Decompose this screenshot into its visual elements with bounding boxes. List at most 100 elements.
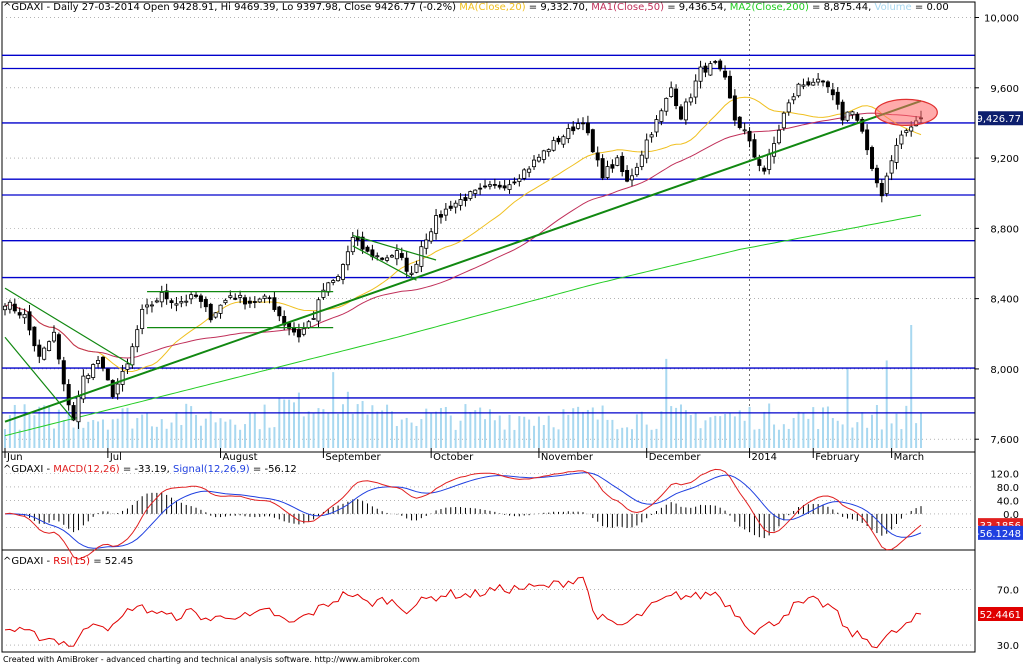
volume-bar bbox=[900, 429, 903, 448]
candle-body bbox=[639, 154, 644, 167]
candle-body bbox=[718, 60, 723, 70]
volume-bar bbox=[577, 406, 580, 448]
candle-body bbox=[634, 166, 639, 176]
volume-bar bbox=[327, 412, 330, 448]
candle-body bbox=[811, 81, 816, 86]
candle-body bbox=[723, 70, 728, 78]
trendlines bbox=[4, 98, 938, 423]
rsi-line bbox=[4, 576, 922, 649]
volume-bar bbox=[493, 420, 496, 448]
macd-line bbox=[4, 468, 922, 560]
volume-bar bbox=[312, 413, 315, 448]
candle-body bbox=[605, 166, 610, 178]
candle-body bbox=[541, 150, 546, 160]
candle-body bbox=[27, 311, 32, 331]
highlight-ellipse bbox=[874, 98, 938, 126]
volume-bar bbox=[694, 413, 697, 448]
volume-bar bbox=[101, 419, 104, 448]
candle-body bbox=[42, 347, 47, 360]
volume-bar bbox=[449, 415, 452, 448]
candle-body bbox=[12, 303, 17, 312]
volume-bar bbox=[23, 404, 26, 448]
volume-bar bbox=[861, 412, 864, 448]
volume-bar bbox=[317, 408, 320, 448]
volume-bar bbox=[141, 414, 144, 448]
candle-body bbox=[683, 101, 688, 121]
candle-body bbox=[326, 282, 331, 293]
candle-body bbox=[727, 75, 732, 99]
volume-bar bbox=[699, 428, 702, 448]
candle-body bbox=[483, 185, 488, 188]
candle-body bbox=[282, 316, 287, 326]
volume-bar bbox=[851, 427, 854, 448]
y-tick-label: 7,600 bbox=[990, 435, 1019, 446]
macd-legend-label: MACD(12,26) bbox=[53, 464, 120, 475]
volume-bar bbox=[474, 410, 477, 448]
candle-body bbox=[865, 129, 870, 151]
candle-body bbox=[292, 328, 297, 333]
volume-bar bbox=[415, 425, 418, 448]
volume-bar bbox=[405, 417, 408, 448]
candle-body bbox=[845, 111, 850, 121]
volume-bar bbox=[356, 404, 359, 448]
major-uptrend-line bbox=[4, 100, 922, 423]
candle-body bbox=[747, 130, 752, 142]
candle-body bbox=[385, 257, 390, 261]
y-tick-label: 10,000 bbox=[984, 14, 1019, 25]
volume-bar bbox=[621, 427, 624, 448]
volume-bar bbox=[322, 409, 325, 448]
candle-body bbox=[669, 87, 674, 97]
candle-body bbox=[228, 295, 233, 298]
candle-body bbox=[7, 301, 12, 310]
candle-body bbox=[487, 184, 492, 187]
candle-body bbox=[61, 360, 66, 385]
plot-frame bbox=[1, 1, 976, 653]
channel-lower-line bbox=[4, 336, 75, 421]
volume-bar bbox=[297, 392, 300, 448]
volume-bar bbox=[537, 416, 540, 448]
candle-body bbox=[522, 169, 527, 179]
volume-bar bbox=[229, 419, 232, 448]
candle-body bbox=[218, 304, 223, 314]
volume-legend-label: Volume bbox=[874, 2, 912, 13]
candle-body bbox=[424, 239, 429, 249]
volume-bar bbox=[797, 411, 800, 448]
volume-bar bbox=[807, 418, 810, 448]
candle-body bbox=[238, 294, 243, 298]
candle-body bbox=[786, 102, 791, 113]
volume-bar bbox=[875, 404, 878, 448]
candle-body bbox=[899, 134, 904, 145]
volume-bar bbox=[390, 411, 393, 448]
candle-body bbox=[56, 334, 61, 360]
y-tick-label: 8,800 bbox=[990, 224, 1019, 235]
candle-body bbox=[772, 143, 777, 157]
volume-bar bbox=[341, 404, 344, 448]
volume-bar bbox=[572, 408, 575, 448]
ma20-legend-label: MA(Close,20) bbox=[459, 2, 526, 13]
volume-bar bbox=[665, 358, 668, 448]
candle-body bbox=[659, 110, 664, 122]
volume-bar bbox=[337, 413, 340, 448]
candle-body bbox=[360, 236, 365, 250]
ma20-legend-value: = 9,332.70, bbox=[528, 2, 589, 13]
candle-body bbox=[693, 80, 698, 98]
candle-body bbox=[51, 331, 56, 342]
volume-bar bbox=[488, 409, 491, 448]
volume-bar bbox=[728, 412, 731, 448]
candle-body bbox=[517, 178, 522, 182]
candle-body bbox=[272, 297, 277, 310]
candle-body bbox=[365, 246, 370, 252]
candle-body bbox=[345, 251, 350, 266]
volume-bar bbox=[640, 411, 643, 448]
axes-layer: 7,600 8,000 8,400 8,800 9,200 9,600 10,000 Jun J… bbox=[4, 2, 1023, 652]
candle-body bbox=[507, 184, 512, 190]
candle-body bbox=[81, 375, 86, 400]
volume-bar bbox=[425, 408, 428, 448]
volume-bar bbox=[826, 406, 829, 448]
volume-bars bbox=[4, 325, 922, 448]
candle-body bbox=[576, 123, 581, 129]
volume-bar bbox=[420, 419, 423, 448]
candle-body bbox=[791, 96, 796, 101]
candle-body bbox=[189, 294, 194, 300]
